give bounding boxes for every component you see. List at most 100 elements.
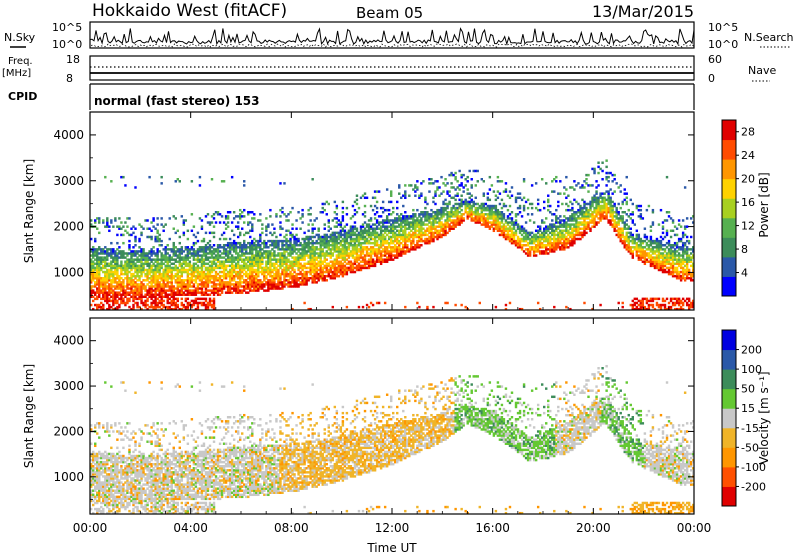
power-cell [559,241,562,245]
power-cell [236,270,240,274]
power-cell [343,268,347,272]
power-cell [112,299,115,303]
power-cell [110,305,113,309]
power-cell [114,297,117,301]
power-cell [154,260,157,263]
power-cell [438,235,441,239]
power-cell [309,262,312,266]
power-cell [311,241,314,245]
power-cell [190,291,194,294]
power-cell [563,237,566,241]
power-cell [585,223,588,226]
power-cell [553,213,556,216]
power-cell [182,258,186,261]
power-cell [172,293,175,296]
power-cell [277,270,280,274]
power-cell [174,246,177,249]
power-cell [194,307,198,311]
power-cell [426,229,429,233]
power-cell [305,262,308,266]
power-cell [307,250,310,253]
power-cell [476,208,479,212]
power-cell [297,244,300,247]
power-cell [257,262,260,266]
power-cell [297,283,300,286]
power-cell [269,285,272,288]
power-cell [373,229,377,233]
power-cell [307,270,310,274]
power-cell [222,256,226,259]
power-cell [120,270,123,274]
power-cell [297,250,300,253]
power-cell [408,237,411,241]
power-cell [148,266,151,270]
power-cell [90,293,93,296]
power-cell [446,182,449,185]
power-cell [216,211,220,214]
power-cell [424,211,427,214]
power-cell [152,305,155,309]
power-cell [166,272,169,276]
power-cell [230,279,234,282]
power-cell [392,221,395,224]
power-cell [277,254,280,257]
power-cell [104,293,107,296]
power-cell [327,225,330,228]
power-cell [500,221,504,224]
power-cell [343,266,347,270]
power-cell [311,281,314,284]
power-cell [114,272,117,276]
power-cell [170,291,173,294]
power-cell [444,178,447,181]
power-cell [508,229,512,233]
power-cell [426,241,429,245]
power-cell [186,293,190,296]
power-cell [279,239,282,243]
power-cell [375,250,379,253]
power-cell [275,258,278,261]
power-cell [192,270,196,274]
power-cell [245,264,248,268]
power-cell [412,237,415,241]
power-cell [138,246,141,249]
power-cell [148,287,151,290]
power-cell [597,200,600,204]
power-cell [176,272,179,276]
power-cell [224,291,228,294]
power-cell [188,279,192,282]
power-cell [492,229,496,233]
power-cell [579,231,582,235]
power-cell [383,208,387,212]
power-cell [389,200,393,204]
power-cell [573,223,576,226]
power-cell [212,213,216,216]
power-cell [158,270,161,274]
power-cell [309,237,312,241]
power-cell [114,293,117,296]
power-cell [164,291,167,294]
power-cell [434,211,437,214]
power-cell [605,198,608,202]
power-cell [160,283,163,286]
power-cell [271,223,274,226]
power-cell [148,272,151,276]
power-cell [359,268,363,272]
power-cell [114,268,117,272]
power-cell [178,241,181,245]
power-cell [591,202,594,206]
power-cell [508,235,512,239]
power-cell [468,211,471,214]
power-cell [436,211,439,214]
power-cell [305,279,308,282]
power-cell [460,194,463,197]
power-cell [345,270,349,274]
power-cell [245,248,248,251]
power-cell [118,285,121,288]
power-cell [518,196,522,200]
power-cell [589,215,592,218]
power-cell [98,248,101,251]
power-cell [387,244,391,247]
power-cell [230,274,234,278]
power-cell [222,248,226,251]
power-cell [440,206,443,210]
